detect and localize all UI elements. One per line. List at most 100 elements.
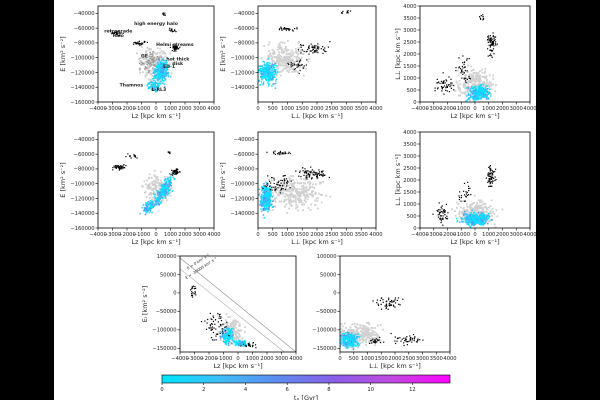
density-point bbox=[492, 210, 494, 213]
density-point bbox=[229, 331, 231, 334]
density-point bbox=[160, 55, 163, 57]
density-point bbox=[229, 316, 232, 318]
axes-frame bbox=[97, 131, 215, 229]
density-point bbox=[262, 68, 264, 70]
star-point bbox=[494, 176, 496, 178]
star-point bbox=[491, 181, 493, 183]
density-point bbox=[477, 211, 480, 214]
density-point bbox=[479, 80, 481, 83]
star-point bbox=[280, 27, 283, 29]
star-point bbox=[274, 153, 277, 155]
density-point bbox=[143, 180, 146, 183]
star-point bbox=[133, 155, 135, 157]
density-point bbox=[143, 207, 146, 209]
points-p8 bbox=[340, 297, 424, 350]
density-point bbox=[322, 181, 325, 183]
density-point bbox=[166, 68, 169, 70]
density-point bbox=[228, 327, 230, 330]
star-point bbox=[312, 49, 314, 51]
star-point bbox=[133, 154, 135, 157]
star-point bbox=[315, 49, 317, 51]
density-point bbox=[146, 54, 149, 56]
density-point bbox=[270, 179, 273, 182]
density-point bbox=[160, 83, 162, 85]
star-point bbox=[176, 170, 178, 173]
star-point bbox=[461, 69, 463, 71]
density-point bbox=[486, 216, 488, 219]
density-point bbox=[138, 62, 141, 65]
density-point bbox=[268, 50, 270, 52]
star-point bbox=[174, 46, 176, 48]
star-point bbox=[489, 39, 491, 41]
density-point bbox=[484, 221, 486, 224]
density-point bbox=[229, 330, 231, 333]
density-point bbox=[155, 89, 157, 91]
star-point bbox=[278, 180, 280, 182]
density-point bbox=[279, 71, 281, 73]
star-point bbox=[217, 321, 219, 323]
density-point bbox=[270, 67, 272, 69]
density-point bbox=[268, 187, 271, 189]
density-point bbox=[149, 63, 151, 65]
y-tick-label: −80000 bbox=[74, 41, 95, 47]
star-point bbox=[296, 66, 298, 68]
star-point bbox=[493, 177, 495, 180]
density-point bbox=[160, 188, 162, 190]
density-point bbox=[286, 60, 289, 63]
density-point bbox=[157, 78, 160, 80]
density-point bbox=[302, 74, 305, 77]
density-point bbox=[456, 217, 458, 220]
density-point bbox=[154, 193, 156, 196]
density-point bbox=[258, 71, 260, 73]
star-point bbox=[121, 168, 123, 170]
star-point bbox=[169, 151, 171, 153]
density-point bbox=[482, 215, 484, 217]
star-point bbox=[289, 152, 291, 155]
density-point bbox=[263, 204, 265, 207]
density-point bbox=[262, 207, 265, 210]
density-point bbox=[466, 99, 469, 101]
star-point bbox=[463, 63, 465, 66]
star-point bbox=[191, 294, 194, 296]
density-point bbox=[309, 181, 312, 184]
star-point bbox=[191, 293, 193, 295]
star-point bbox=[168, 29, 170, 31]
star-point bbox=[219, 324, 221, 326]
density-point bbox=[154, 90, 157, 92]
star-point bbox=[490, 40, 492, 42]
y-tick-label: −100000 bbox=[70, 181, 94, 187]
density-point bbox=[260, 198, 263, 200]
star-point bbox=[308, 175, 310, 177]
density-point bbox=[263, 191, 265, 193]
star-point bbox=[494, 39, 496, 41]
density-point bbox=[157, 192, 159, 194]
density-point bbox=[262, 71, 265, 73]
star-point bbox=[146, 41, 148, 43]
density-point bbox=[478, 207, 481, 209]
density-point bbox=[158, 72, 160, 75]
density-point bbox=[268, 198, 271, 201]
star-point bbox=[450, 84, 452, 86]
star-point bbox=[469, 78, 471, 80]
density-point bbox=[277, 67, 279, 70]
star-point bbox=[347, 12, 349, 14]
star-point bbox=[179, 46, 181, 48]
density-point bbox=[473, 218, 475, 220]
star-point bbox=[466, 78, 468, 80]
star-point bbox=[129, 155, 131, 157]
density-point bbox=[150, 177, 153, 179]
density-point bbox=[157, 203, 159, 205]
star-point bbox=[206, 322, 208, 324]
density-point bbox=[472, 74, 474, 76]
star-point bbox=[463, 77, 465, 79]
density-point bbox=[320, 181, 322, 184]
density-point bbox=[484, 70, 486, 73]
star-point bbox=[309, 172, 312, 174]
density-point bbox=[166, 176, 169, 178]
density-point bbox=[270, 54, 273, 57]
density-point bbox=[163, 183, 166, 185]
star-point bbox=[294, 68, 296, 70]
density-point bbox=[479, 220, 481, 223]
star-point bbox=[488, 172, 490, 174]
density-point bbox=[482, 208, 484, 211]
